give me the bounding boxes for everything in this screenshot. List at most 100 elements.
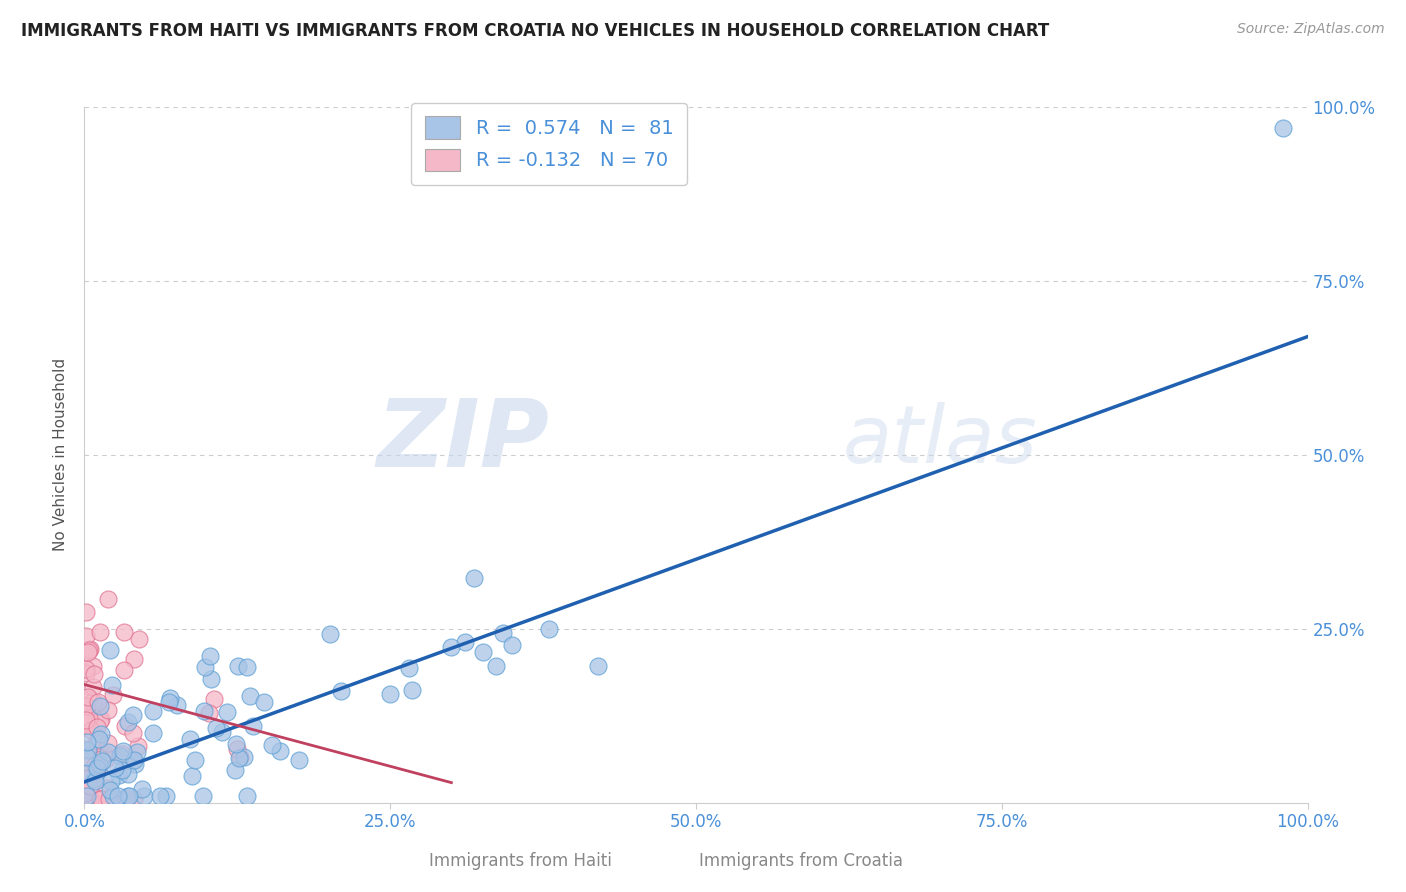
Point (77, 743, 100, 757)
Point (93, 747, 115, 761)
Text: Source: ZipAtlas.com: Source: ZipAtlas.com (1237, 22, 1385, 37)
Point (127, 739, 149, 753)
Point (193, 704, 215, 718)
Point (1272, 120, 1295, 135)
Point (236, 789, 259, 803)
Point (101, 789, 124, 803)
Point (84, 758, 107, 772)
Point (112, 663, 135, 677)
Point (198, 706, 221, 720)
Point (79, 779, 101, 793)
Point (269, 744, 291, 758)
Point (194, 660, 217, 674)
Point (90, 712, 112, 726)
Point (90, 752, 112, 766)
Text: ZIP: ZIP (377, 395, 550, 487)
Point (122, 753, 145, 767)
Point (380, 687, 402, 701)
Point (242, 719, 264, 733)
Point (114, 719, 136, 733)
Point (107, 789, 129, 803)
Point (179, 732, 201, 747)
Point (128, 632, 150, 647)
Text: Immigrants from Haiti: Immigrants from Haiti (429, 852, 612, 870)
Point (319, 626, 342, 640)
Point (398, 661, 420, 675)
Point (89, 792, 111, 806)
Point (82, 659, 104, 673)
Point (117, 789, 139, 803)
Point (75, 713, 97, 727)
Point (200, 649, 222, 664)
Point (232, 750, 254, 764)
Point (112, 625, 135, 640)
Text: IMMIGRANTS FROM HAITI VS IMMIGRANTS FROM CROATIA NO VEHICLES IN HOUSEHOLD CORREL: IMMIGRANTS FROM HAITI VS IMMIGRANTS FROM… (21, 22, 1049, 40)
Point (111, 764, 134, 778)
Point (108, 767, 131, 781)
Point (75, 605, 97, 619)
Point (76, 789, 98, 803)
Point (75, 666, 97, 681)
Point (159, 691, 181, 706)
Point (100, 773, 122, 788)
Point (157, 695, 180, 709)
Point (76, 718, 98, 732)
Point (75, 718, 97, 732)
Point (97, 745, 120, 759)
Point (89, 699, 111, 714)
Point (131, 782, 153, 797)
Point (76, 701, 98, 715)
Point (75, 786, 97, 800)
Point (77, 714, 100, 729)
Point (83, 772, 105, 787)
Point (538, 622, 561, 636)
Point (239, 690, 262, 704)
Point (87, 756, 110, 771)
Point (79, 691, 101, 706)
Point (149, 789, 172, 803)
Point (205, 721, 228, 735)
Text: Immigrants from Croatia: Immigrants from Croatia (699, 852, 904, 870)
Point (142, 704, 165, 718)
Point (77, 645, 100, 659)
Point (124, 652, 146, 666)
Point (77, 792, 100, 806)
Point (79, 770, 101, 784)
Point (401, 683, 423, 698)
Point (124, 756, 146, 771)
Point (211, 725, 233, 739)
Point (86, 695, 108, 709)
Point (215, 705, 238, 719)
Point (202, 691, 225, 706)
Point (90, 754, 112, 768)
Point (80, 723, 103, 737)
Point (134, 789, 156, 803)
Point (89, 714, 111, 728)
Point (472, 645, 495, 659)
Point (76, 690, 98, 704)
Point (87, 732, 110, 747)
Point (84, 774, 107, 789)
Point (200, 672, 222, 686)
Point (75, 714, 97, 729)
Point (82, 680, 104, 694)
Point (94, 751, 117, 765)
Point (110, 749, 132, 764)
Point (287, 753, 309, 767)
Point (502, 638, 524, 652)
Point (117, 789, 139, 803)
Point (77, 711, 100, 725)
Point (75, 772, 97, 786)
Y-axis label: No Vehicles in Household: No Vehicles in Household (53, 359, 69, 551)
Point (114, 792, 136, 806)
Point (98, 643, 121, 657)
Point (121, 726, 143, 740)
Point (180, 769, 202, 783)
Legend: R =  0.574   N =  81, R = -0.132   N = 70: R = 0.574 N = 81, R = -0.132 N = 70 (412, 103, 688, 185)
Point (86, 759, 108, 773)
Point (75, 716, 97, 731)
Point (75, 629, 97, 643)
Point (485, 659, 508, 673)
Point (104, 761, 127, 775)
Point (76, 750, 98, 764)
